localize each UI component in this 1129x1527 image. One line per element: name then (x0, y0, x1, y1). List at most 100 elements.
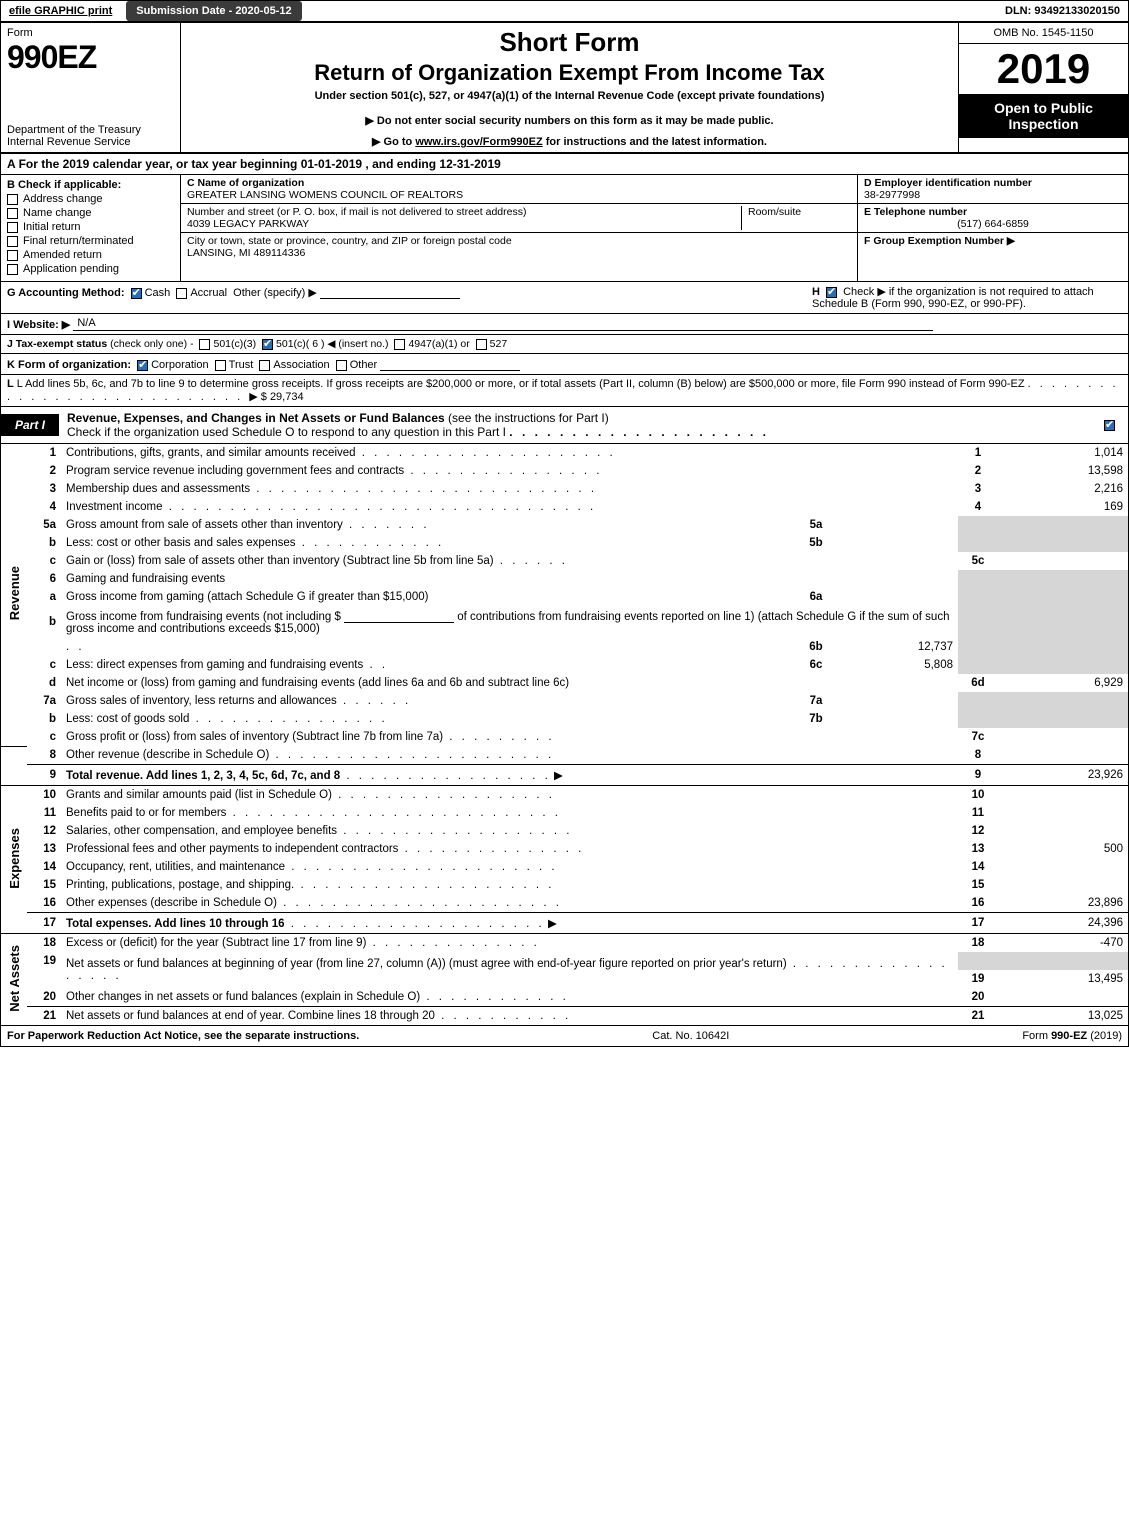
org-name: GREATER LANSING WOMENS COUNCIL OF REALTO… (187, 189, 463, 201)
chk-501c[interactable] (262, 339, 273, 350)
phone-label: E Telephone number (864, 206, 967, 218)
chk-trust[interactable] (215, 360, 226, 371)
h-text: Check ▶ if the organization is not requi… (812, 286, 1094, 310)
line-17: 17 Total expenses. Add lines 10 through … (1, 913, 1128, 934)
line-1: Revenue 1 Contributions, gifts, grants, … (1, 444, 1128, 462)
line-6d: d Net income or (loss) from gaming and f… (1, 674, 1128, 692)
period-text: A (7, 157, 15, 171)
row-j: J Tax-exempt status (check only one) - 5… (1, 335, 1128, 354)
part-1-header: Part I Revenue, Expenses, and Changes in… (1, 406, 1128, 444)
ein-value: 38-2977998 (864, 189, 920, 201)
line-12: 12 Salaries, other compensation, and emp… (1, 822, 1128, 840)
vside-revenue: Revenue (1, 444, 27, 746)
open-inspection: Open to Public Inspection (959, 94, 1128, 138)
tax-exempt-label: J Tax-exempt status (7, 338, 107, 350)
block-b-to-f: B Check if applicable: Address change Na… (1, 175, 1128, 282)
chk-amended-return[interactable]: Amended return (7, 249, 174, 261)
part-1-title: Revenue, Expenses, and Changes in Net As… (59, 407, 1101, 443)
line-4: 4 Investment income . . . . . . . . . . … (1, 498, 1128, 516)
line-6b-sub: . . 6b 12,737 (1, 638, 1128, 656)
other-org-input[interactable] (380, 357, 520, 371)
line-2: 2 Program service revenue including gove… (1, 462, 1128, 480)
part-1-check-note: Check if the organization used Schedule … (67, 425, 506, 439)
line-5c: c Gain or (loss) from sale of assets oth… (1, 552, 1128, 570)
row-i: I Website: ▶ N/A (1, 314, 1128, 335)
part-tag: Part I (1, 414, 59, 436)
checkbox-icon (7, 208, 18, 219)
chk-initial-return[interactable]: Initial return (7, 221, 174, 233)
line-15: 15 Printing, publications, postage, and … (1, 876, 1128, 894)
chk-cash[interactable] (131, 288, 142, 299)
website-label: I Website: ▶ (7, 319, 70, 331)
form-word: Form (7, 27, 174, 39)
addr-label: Number and street (or P. O. box, if mail… (187, 206, 526, 218)
irs-form-link[interactable]: www.irs.gov/Form990EZ (415, 136, 542, 148)
group-exemption-label: F Group Exemption Number ▶ (864, 235, 1015, 247)
line-20: 20 Other changes in net assets or fund b… (1, 988, 1128, 1007)
chk-address-change[interactable]: Address change (7, 193, 174, 205)
part-1-check[interactable] (1101, 419, 1128, 431)
line-9: 9 Total revenue. Add lines 1, 2, 3, 4, 5… (1, 765, 1128, 786)
row-k: K Form of organization: Corporation Trus… (1, 354, 1128, 375)
chk-application-pending[interactable]: Application pending (7, 263, 174, 275)
line-18: Net Assets 18 Excess or (deficit) for th… (1, 934, 1128, 953)
line-6: 6 Gaming and fundraising events (1, 570, 1128, 588)
vside-blank (1, 746, 27, 786)
checkbox-icon (7, 250, 18, 261)
short-form-title: Short Form (191, 27, 948, 58)
chk-527[interactable] (476, 339, 487, 350)
omb-number: OMB No. 1545-1150 (959, 23, 1128, 44)
subtitle: Under section 501(c), 527, or 4947(a)(1)… (191, 90, 948, 102)
period-value: For the 2019 calendar year, or tax year … (19, 157, 501, 171)
addr-value: 4039 LEGACY PARKWAY (187, 218, 309, 230)
efile-print-link[interactable]: efile GRAPHIC print (1, 1, 120, 21)
fundraising-include-input[interactable] (344, 609, 454, 623)
header-center: Short Form Return of Organization Exempt… (181, 23, 958, 152)
row-l: L L Add lines 5b, 6c, and 7b to line 9 t… (1, 375, 1128, 406)
city-value: LANSING, MI 489114336 (187, 247, 305, 259)
section-b: B Check if applicable: Address change Na… (1, 175, 181, 281)
checkbox-icon (7, 222, 18, 233)
chk-corporation[interactable] (137, 360, 148, 371)
footer-mid: Cat. No. 10642I (652, 1030, 729, 1042)
section-b-label: B Check if applicable: (7, 179, 174, 191)
row-h: H Check ▶ if the organization is not req… (812, 285, 1122, 310)
row-g-h: G Accounting Method: Cash Accrual Other … (1, 282, 1128, 314)
checkbox-icon (7, 194, 18, 205)
line-19a: 19 Net assets or fund balances at beginn… (1, 952, 1128, 970)
ein-label: D Employer identification number (864, 177, 1032, 189)
section-e: E Telephone number (517) 664-6859 (858, 204, 1128, 233)
dln: DLN: 93492133020150 (997, 1, 1128, 21)
line-5a: 5a Gross amount from sale of assets othe… (1, 516, 1128, 534)
footer-left: For Paperwork Reduction Act Notice, see … (7, 1030, 359, 1042)
vside-net-assets: Net Assets (1, 934, 27, 1026)
section-c: C Name of organization GREATER LANSING W… (181, 175, 858, 281)
chk-4947[interactable] (394, 339, 405, 350)
chk-final-return[interactable]: Final return/terminated (7, 235, 174, 247)
line-5b: b Less: cost or other basis and sales ex… (1, 534, 1128, 552)
org-name-label: C Name of organization (187, 177, 304, 189)
chk-accrual[interactable] (176, 288, 187, 299)
form-of-org-label: K Form of organization: (7, 359, 131, 371)
chk-schedule-b[interactable] (826, 287, 837, 298)
form-number: 990EZ (7, 39, 174, 76)
line-3: 3 Membership dues and assessments . . . … (1, 480, 1128, 498)
website-input[interactable]: N/A (73, 317, 933, 331)
line-6c: c Less: direct expenses from gaming and … (1, 656, 1128, 674)
line-8: 8 Other revenue (describe in Schedule O)… (1, 746, 1128, 765)
chk-name-change[interactable]: Name change (7, 207, 174, 219)
chk-501c3[interactable] (199, 339, 210, 350)
chk-association[interactable] (259, 360, 270, 371)
line-21: 21 Net assets or fund balances at end of… (1, 1007, 1128, 1026)
other-specify-input[interactable] (320, 285, 460, 299)
go-to-link-row: ▶ Go to www.irs.gov/Form990EZ for instru… (191, 135, 948, 148)
checkbox-icon (7, 236, 18, 247)
org-name-row: C Name of organization GREATER LANSING W… (181, 175, 857, 204)
topbar: efile GRAPHIC print Submission Date - 20… (1, 1, 1128, 23)
form-header: Form 990EZ Department of the Treasury In… (1, 23, 1128, 154)
room-label: Room/suite (748, 206, 801, 218)
line-11: 11 Benefits paid to or for members . . .… (1, 804, 1128, 822)
chk-other-org[interactable] (336, 360, 347, 371)
header-right: OMB No. 1545-1150 2019 Open to Public In… (958, 23, 1128, 152)
line-7a: 7a Gross sales of inventory, less return… (1, 692, 1128, 710)
